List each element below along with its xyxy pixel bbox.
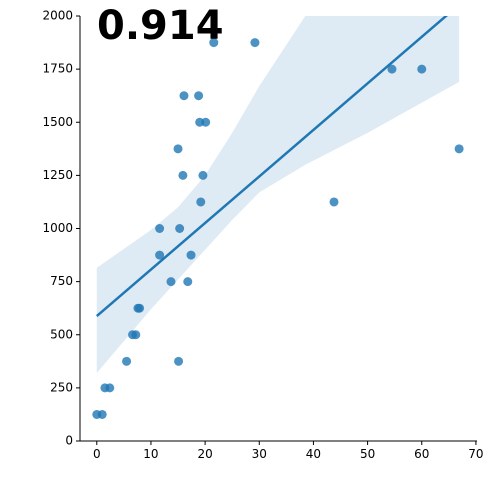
x-tick-label: 70 bbox=[468, 447, 483, 461]
point bbox=[178, 170, 188, 180]
point bbox=[179, 91, 189, 101]
y-tick-label: 2000 bbox=[42, 9, 73, 23]
point bbox=[122, 356, 132, 366]
y-tick-label: 1000 bbox=[42, 221, 73, 235]
point bbox=[329, 197, 339, 207]
y-tick-label: 250 bbox=[50, 380, 73, 394]
x-tick-label: 40 bbox=[306, 447, 321, 461]
y-tick-label: 1750 bbox=[42, 62, 73, 76]
y-tick-label: 750 bbox=[50, 274, 73, 288]
point bbox=[174, 356, 184, 366]
y-tick-label: 1250 bbox=[42, 168, 73, 182]
point bbox=[250, 38, 260, 48]
point bbox=[387, 64, 397, 74]
point bbox=[173, 144, 183, 154]
point bbox=[175, 224, 185, 233]
point bbox=[417, 64, 427, 74]
point bbox=[454, 144, 464, 154]
point bbox=[105, 383, 115, 393]
confidence-band bbox=[96, 16, 460, 373]
regression-line bbox=[95, 16, 448, 317]
point bbox=[194, 91, 204, 101]
y-tick-label: 0 bbox=[65, 434, 73, 448]
point bbox=[209, 38, 219, 48]
x-tick-label: 10 bbox=[143, 447, 158, 461]
x-tick-label: 30 bbox=[252, 447, 267, 461]
plot-area bbox=[92, 16, 464, 419]
point bbox=[97, 409, 107, 419]
point bbox=[155, 224, 165, 233]
point bbox=[183, 277, 193, 287]
x-tick-label: 20 bbox=[197, 447, 212, 461]
point bbox=[135, 303, 145, 313]
x-tick-label: 50 bbox=[360, 447, 375, 461]
point bbox=[131, 330, 141, 340]
y-tick-label: 500 bbox=[50, 327, 73, 341]
point bbox=[166, 277, 176, 287]
point bbox=[186, 250, 196, 260]
point bbox=[196, 197, 206, 207]
point bbox=[198, 170, 208, 180]
y-tick-label: 1500 bbox=[42, 115, 73, 129]
point bbox=[201, 117, 211, 127]
point bbox=[155, 250, 165, 260]
x-tick-label: 60 bbox=[414, 447, 429, 461]
x-tick-label: 0 bbox=[93, 447, 101, 461]
annotation: 0.914 bbox=[97, 3, 224, 49]
